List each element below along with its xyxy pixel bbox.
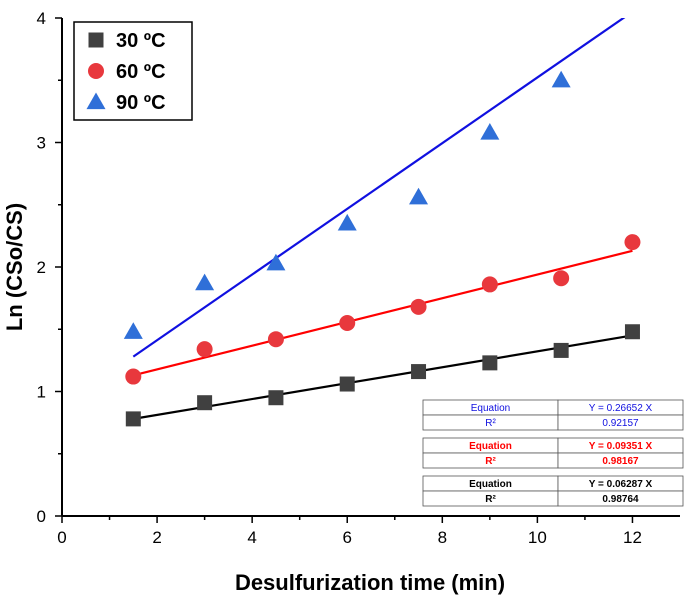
equation-tables: Equation Y = 0.26652 X R² 0.92157 Equation Y … bbox=[422, 399, 684, 507]
equation-value: Y = 0.09351 X bbox=[589, 441, 653, 452]
data-point-series-2 bbox=[551, 70, 571, 88]
data-point-series-2 bbox=[337, 213, 357, 231]
r2-label: R² bbox=[485, 418, 496, 429]
legend-label: 30 ºC bbox=[116, 30, 166, 52]
data-point-series-0 bbox=[125, 411, 141, 427]
r2-value: 0.92157 bbox=[602, 418, 639, 429]
data-point-series-1 bbox=[339, 315, 356, 332]
data-point-series-0 bbox=[411, 364, 427, 380]
legend-marker bbox=[88, 32, 104, 48]
data-point-series-0 bbox=[482, 355, 498, 371]
data-point-series-2 bbox=[409, 187, 429, 205]
data-point-series-0 bbox=[624, 324, 640, 340]
equation-cell bbox=[557, 452, 684, 469]
data-point-series-0 bbox=[553, 342, 569, 358]
r2-value: 0.98167 bbox=[602, 456, 639, 467]
data-point-series-1 bbox=[553, 270, 570, 287]
equation-cell bbox=[557, 414, 684, 431]
equation-label: Equation bbox=[471, 403, 510, 414]
data-point-series-0 bbox=[197, 395, 213, 411]
r2-value: 0.98764 bbox=[602, 494, 639, 505]
fit-line-series-1 bbox=[133, 249, 633, 377]
x-tick-label: 4 bbox=[247, 528, 256, 547]
x-tick-label: 6 bbox=[342, 528, 351, 547]
r2-label: R² bbox=[485, 494, 496, 505]
equation-label: Equation bbox=[469, 479, 512, 490]
data-point-series-1 bbox=[125, 368, 142, 385]
y-tick-label: 0 bbox=[37, 507, 46, 526]
data-point-series-0 bbox=[268, 390, 284, 406]
x-tick-label: 0 bbox=[57, 528, 66, 547]
data-point-series-1 bbox=[267, 331, 284, 348]
legend-label: 60 ºC bbox=[116, 61, 166, 83]
data-point-series-2 bbox=[195, 273, 215, 291]
data-point-series-1 bbox=[481, 276, 498, 293]
equation-label: Equation bbox=[469, 441, 512, 452]
legend-marker bbox=[86, 92, 106, 110]
data-point-series-1 bbox=[624, 234, 641, 251]
equation-cell bbox=[557, 490, 684, 507]
data-point-series-1 bbox=[410, 298, 427, 315]
x-tick-label: 2 bbox=[152, 528, 161, 547]
data-point-series-1 bbox=[196, 341, 213, 358]
equation-value: Y = 0.06287 X bbox=[589, 479, 653, 490]
equation-value: Y = 0.26652 X bbox=[589, 403, 653, 414]
legend: 30 ºC 60 ºC 90 ºC bbox=[73, 21, 193, 121]
y-tick-label: 2 bbox=[37, 258, 46, 277]
legend-marker bbox=[88, 63, 104, 79]
x-tick-label: 10 bbox=[528, 528, 547, 547]
fit-line-series-2 bbox=[132, 18, 626, 358]
y-tick-label: 1 bbox=[37, 383, 46, 402]
y-tick-label: 4 bbox=[37, 9, 46, 28]
legend-label: 90 ºC bbox=[116, 92, 166, 114]
y-tick-label: 3 bbox=[37, 134, 46, 153]
x-tick-label: 12 bbox=[623, 528, 642, 547]
fit-line-series-0 bbox=[133, 334, 633, 420]
data-point-series-2 bbox=[266, 253, 286, 271]
y-axis-title: Ln (CSo/CS) bbox=[2, 203, 27, 331]
x-axis-title: Desulfurization time (min) bbox=[235, 570, 505, 595]
data-point-series-2 bbox=[123, 322, 143, 339]
r2-label: R² bbox=[485, 456, 496, 467]
data-point-series-2 bbox=[480, 123, 500, 140]
x-tick-label: 8 bbox=[438, 528, 447, 547]
data-point-series-0 bbox=[339, 376, 355, 392]
